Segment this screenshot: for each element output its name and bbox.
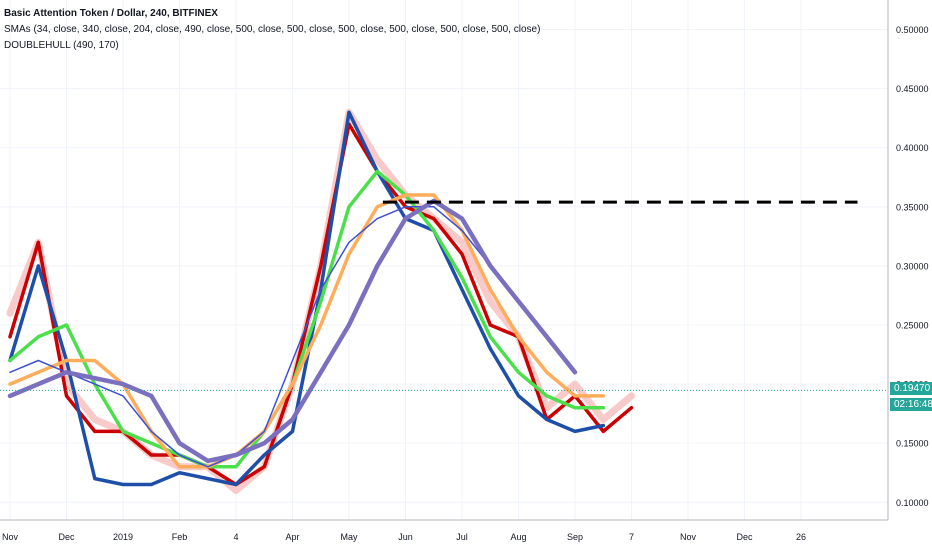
x-tick-label: Sep xyxy=(567,532,583,542)
legend: Basic Attention Token / Dollar, 240, BIT… xyxy=(4,6,540,54)
y-tick-label: 0.50000 xyxy=(896,25,929,35)
x-tick-label: Dec xyxy=(736,532,753,542)
x-tick-label: Apr xyxy=(285,532,299,542)
y-tick-label: 0.10000 xyxy=(896,498,929,508)
series-line xyxy=(7,198,578,464)
x-tick-label: 4 xyxy=(233,532,238,542)
series-line xyxy=(8,122,634,487)
x-tick-label: May xyxy=(340,532,358,542)
x-tick-label: Jun xyxy=(398,532,413,542)
series-line xyxy=(8,169,606,469)
x-tick-label: Aug xyxy=(510,532,526,542)
plot-area xyxy=(0,0,888,520)
x-tick-label: 26 xyxy=(796,532,806,542)
y-tick-label: 0.35000 xyxy=(896,202,929,212)
x-tick-label: Jul xyxy=(456,532,468,542)
hull-legend: DOUBLEHULL (490, 170) xyxy=(4,40,119,51)
x-tick-label: Nov xyxy=(2,532,19,542)
y-tick-label: 0.25000 xyxy=(896,321,929,331)
y-tick-label: 0.30000 xyxy=(896,261,929,271)
chart-title: Basic Attention Token / Dollar, 240, BIT… xyxy=(4,8,218,19)
series-line xyxy=(8,110,606,487)
last-price-badge: 0.19470 xyxy=(890,382,932,396)
y-tick-label: 0.15000 xyxy=(896,439,929,449)
x-tick-label: 7 xyxy=(629,532,634,542)
y-tick-label: 0.45000 xyxy=(896,84,929,94)
x-tick-label: Dec xyxy=(58,532,75,542)
countdown-badge: 02:16:48 xyxy=(890,398,932,412)
x-tick-label: 2019 xyxy=(113,532,133,542)
y-tick-label: 0.40000 xyxy=(896,143,929,153)
x-tick-label: Feb xyxy=(172,532,188,542)
x-tick-label: Nov xyxy=(680,532,697,542)
series-line xyxy=(8,193,606,469)
sma-legend: SMAs (34, close, 340, close, 204, close,… xyxy=(4,24,541,35)
